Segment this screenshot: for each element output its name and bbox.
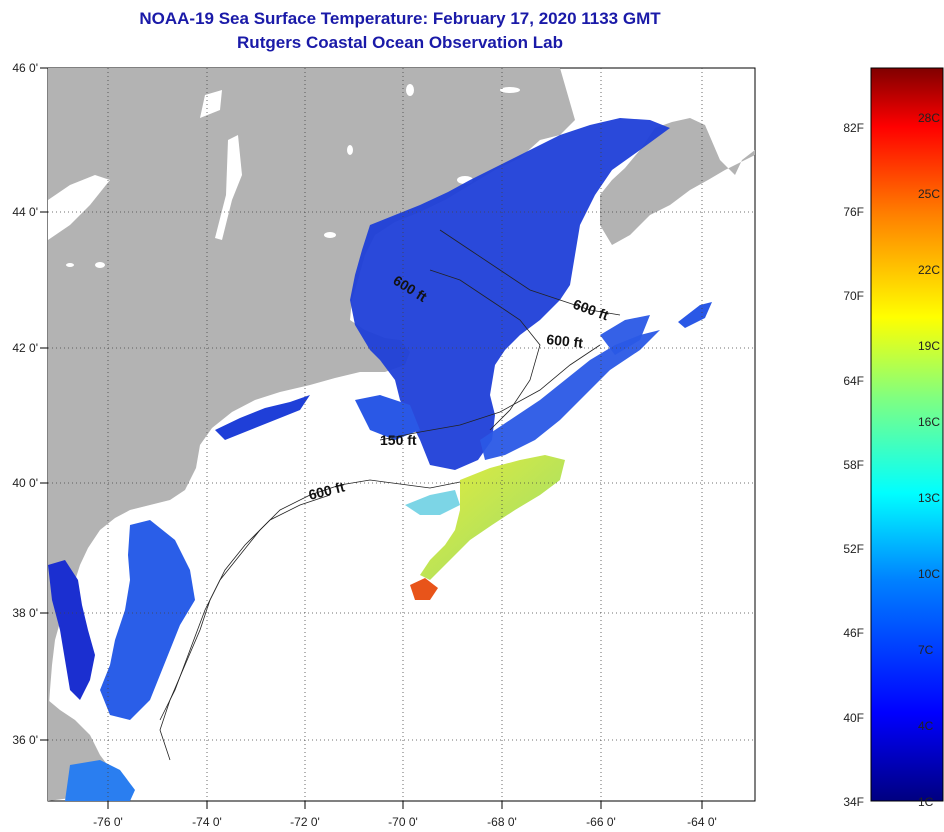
svg-text:46F: 46F (843, 626, 864, 640)
colorbar-celsius-labels: 28C 25C 22C 19C 16C 13C 10C 7C 4C 1C (918, 111, 940, 809)
map-title: NOAA-19 Sea Surface Temperature: Februar… (139, 9, 661, 28)
lon-label: -64 0' (687, 815, 717, 829)
svg-text:22C: 22C (918, 263, 940, 277)
sst-hot-spot (410, 578, 438, 600)
svg-text:64F: 64F (843, 374, 864, 388)
svg-text:40F: 40F (843, 711, 864, 725)
lat-label: 44 0' (12, 205, 38, 219)
sst-long-island (215, 395, 310, 440)
axis-ticks (40, 67, 703, 809)
lat-label: 40 0' (12, 476, 38, 490)
lat-label: 38 0' (12, 606, 38, 620)
svg-text:4C: 4C (918, 719, 934, 733)
lon-label: -72 0' (290, 815, 320, 829)
svg-text:600 ft: 600 ft (546, 331, 584, 351)
sst-georges-band (480, 330, 660, 460)
svg-text:70F: 70F (843, 289, 864, 303)
lon-label: -70 0' (388, 815, 418, 829)
latitude-labels: 46 0' 44 0' 42 0' 40 0' 38 0' 36 0' (12, 61, 38, 747)
longitude-labels: -76 0' -74 0' -72 0' -70 0' -68 0' -66 0… (93, 815, 717, 829)
lat-label: 42 0' (12, 341, 38, 355)
sst-gulf-stream-warm (420, 455, 565, 580)
lakes (48, 84, 520, 268)
lat-label: 46 0' (12, 61, 38, 75)
temperature-colorbar (870, 67, 944, 802)
sst-mid-atlantic-coastal (100, 520, 195, 720)
colorbar-fahrenheit-labels: 82F 76F 70F 64F 58F 52F 46F 40F 34F (843, 121, 864, 809)
sst-east-patch (678, 302, 712, 328)
svg-text:28C: 28C (918, 111, 940, 125)
lat-label: 36 0' (12, 733, 38, 747)
svg-text:25C: 25C (918, 187, 940, 201)
svg-text:10C: 10C (918, 567, 940, 581)
sst-scotian-strip (600, 315, 650, 355)
land-new-england (48, 68, 575, 720)
sst-gulf-of-maine (350, 118, 670, 470)
svg-text:34F: 34F (843, 795, 864, 809)
svg-text:150 ft: 150 ft (380, 432, 417, 448)
svg-text:19C: 19C (918, 339, 940, 353)
svg-text:1C: 1C (918, 795, 934, 809)
svg-text:16C: 16C (918, 415, 940, 429)
lon-label: -76 0' (93, 815, 123, 829)
sst-cape-cod (355, 395, 420, 440)
sst-chesapeake-bay (48, 560, 95, 700)
svg-text:13C: 13C (918, 491, 940, 505)
lon-label: -68 0' (487, 815, 517, 829)
svg-text:82F: 82F (843, 121, 864, 135)
sst-carolina-coastal (65, 760, 135, 801)
bathymetry-contours (159, 229, 621, 761)
sst-gulf-stream-warm-edge (405, 490, 460, 515)
lon-label: -74 0' (192, 815, 222, 829)
svg-text:76F: 76F (843, 205, 864, 219)
svg-text:52F: 52F (843, 542, 864, 556)
map-subtitle: Rutgers Coastal Ocean Observation Lab (237, 33, 563, 52)
lon-label: -66 0' (586, 815, 616, 829)
svg-text:58F: 58F (843, 458, 864, 472)
svg-text:7C: 7C (918, 643, 934, 657)
